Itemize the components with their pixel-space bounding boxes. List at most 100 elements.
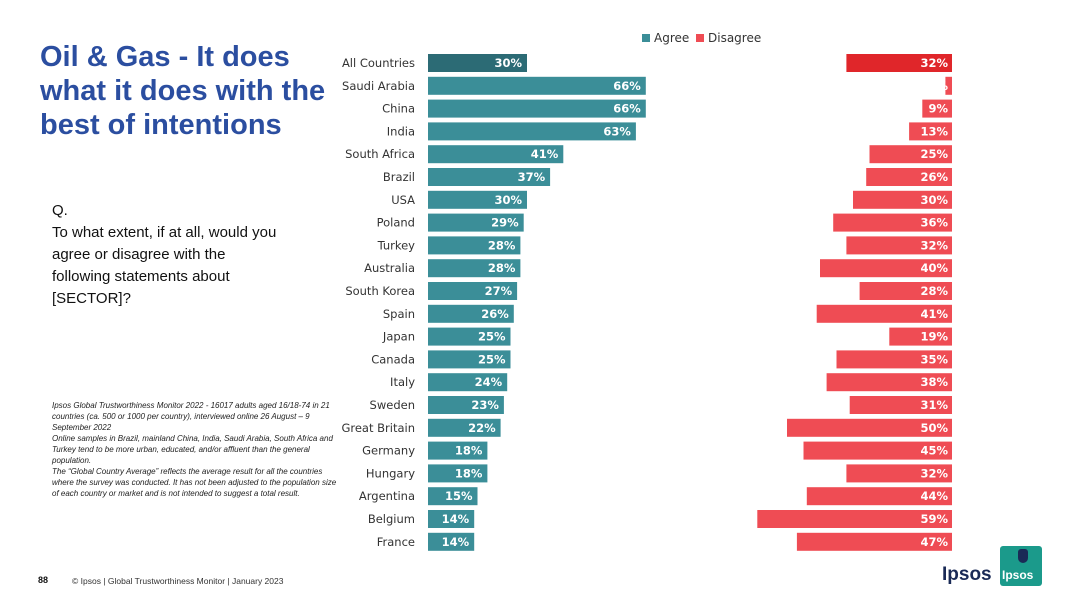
question-prefix: Q.: [52, 202, 68, 219]
disagree-bar: [846, 54, 952, 72]
disagree-bar: [796, 532, 952, 551]
disagree-bar: [846, 236, 952, 255]
agree-bar: [428, 122, 636, 141]
disagree-bar: [859, 282, 952, 300]
agree-value-label: 15%: [445, 489, 473, 503]
legend-agree-swatch: [642, 34, 650, 42]
category-label: Turkey: [377, 238, 416, 252]
legend-disagree-swatch: [696, 34, 704, 42]
agree-bar: [428, 168, 551, 186]
agree-bar: [428, 327, 511, 346]
agree-bar: [428, 441, 488, 460]
disagree-value-label: 28%: [920, 284, 948, 298]
agree-value-label: 26%: [481, 307, 509, 321]
disagree-value-label: 32%: [920, 466, 948, 480]
disagree-bar: [836, 350, 952, 369]
agree-bar: [428, 510, 475, 528]
disagree-bar: [853, 190, 952, 209]
disagree-bar: [909, 122, 952, 141]
agree-bar: [428, 350, 511, 369]
category-label: India: [387, 124, 415, 138]
disagree-value-label: 13%: [920, 124, 948, 138]
category-label: Argentina: [359, 489, 415, 503]
category-label: Belgium: [368, 512, 415, 526]
agree-bar: [428, 190, 527, 209]
category-label: South Africa: [345, 147, 415, 161]
disagree-value-label: 9%: [928, 102, 948, 116]
category-label: China: [382, 102, 415, 116]
category-label: Saudi Arabia: [342, 79, 415, 93]
disagree-value-label: 47%: [920, 535, 948, 549]
disagree-bar: [826, 373, 952, 392]
disagree-value-label: 19%: [920, 330, 948, 344]
slide-title: Oil & Gas - It does what it does with th…: [40, 41, 326, 141]
disagree-value-label: 40%: [920, 261, 948, 275]
disagree-bar: [816, 304, 952, 323]
category-label: Brazil: [383, 170, 415, 184]
agree-bar: [428, 259, 521, 278]
agree-value-label: 18%: [455, 466, 483, 480]
agree-value-label: 14%: [442, 535, 470, 549]
agree-bar: [428, 236, 521, 255]
category-label: Poland: [377, 216, 415, 230]
disagree-value-label: 32%: [920, 238, 948, 252]
category-label: Hungary: [366, 466, 415, 480]
agree-value-label: 27%: [485, 284, 513, 298]
disagree-value-label: 32%: [920, 56, 948, 70]
disagree-value-label: 30%: [920, 193, 948, 207]
disagree-bar: [846, 464, 952, 483]
note-2: Online samples in Brazil, mainland China…: [52, 434, 333, 465]
ipsos-logo-icon: Ipsos: [1000, 546, 1042, 586]
category-label: Germany: [362, 444, 415, 458]
methodology-notes: Ipsos Global Trustworthiness Monitor 202…: [52, 400, 337, 499]
survey-question: Q. To what extent, if at all, would you …: [52, 200, 282, 310]
category-label: USA: [391, 193, 415, 207]
agree-value-label: 63%: [603, 124, 631, 138]
legend-agree-label: Agree: [654, 31, 689, 45]
disagree-bar: [922, 99, 952, 118]
category-label: Sweden: [370, 398, 415, 412]
disagree-bar: [945, 76, 952, 95]
agree-value-label: 29%: [491, 216, 519, 230]
agree-value-label: 28%: [488, 238, 516, 252]
disagree-value-label: 25%: [920, 147, 948, 161]
disagree-value-label: 38%: [920, 375, 948, 389]
footer-copyright: © Ipsos | Global Trustworthiness Monitor…: [72, 576, 284, 586]
disagree-value-label: 41%: [920, 307, 948, 321]
agree-bar: [428, 145, 564, 164]
agree-value-label: 28%: [488, 261, 516, 275]
agree-value-label: 66%: [613, 102, 641, 116]
category-label: Canada: [371, 352, 415, 366]
disagree-value-label: 36%: [920, 216, 948, 230]
agree-value-label: 25%: [478, 330, 506, 344]
category-label: Japan: [382, 330, 415, 344]
agree-value-label: 37%: [518, 170, 546, 184]
agree-value-label: 23%: [471, 398, 499, 412]
agree-bar: [428, 213, 524, 232]
disagree-bar: [833, 213, 952, 232]
agree-bar: [428, 99, 646, 118]
diverging-bar-chart: Agree Disagree All Countries 30% 32% Saudi Ar…: [341, 31, 952, 551]
disagree-bar: [889, 327, 952, 346]
disagree-bar: [757, 510, 952, 528]
agree-bar: [428, 418, 501, 437]
disagree-bar: [806, 487, 952, 506]
agree-bar: [428, 282, 518, 300]
agree-bar: [428, 373, 508, 392]
disagree-bar: [866, 168, 952, 186]
agree-bar: [428, 396, 504, 414]
agree-bar: [428, 76, 646, 95]
category-label: Australia: [364, 261, 415, 275]
agree-value-label: 66%: [613, 79, 641, 93]
category-label: South Korea: [345, 284, 415, 298]
category-label: France: [377, 535, 415, 549]
legend-disagree-label: Disagree: [708, 31, 761, 45]
logo-text: Ipsos: [1002, 568, 1034, 582]
question-text: To what extent, if at all, would you agr…: [52, 224, 277, 307]
agree-bar: [428, 304, 514, 323]
disagree-bar: [787, 418, 952, 437]
category-label: All Countries: [342, 56, 415, 70]
agree-value-label: 30%: [494, 56, 522, 70]
agree-bar: [428, 54, 527, 72]
disagree-value-label: 44%: [920, 489, 948, 503]
